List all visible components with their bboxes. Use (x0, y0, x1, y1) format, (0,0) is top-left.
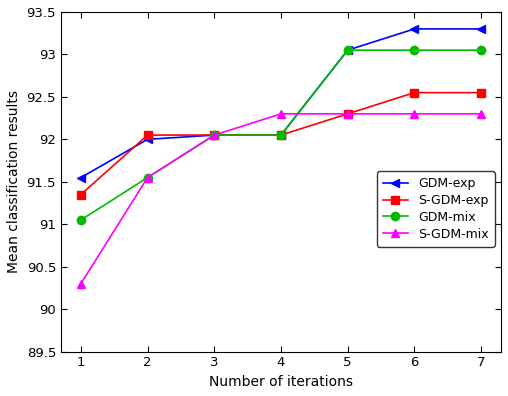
GDM-mix (344, 48, 351, 53)
GDM-exp (411, 27, 418, 31)
GDM-mix (478, 48, 484, 53)
Line: GDM-mix: GDM-mix (77, 46, 485, 224)
X-axis label: Number of iterations: Number of iterations (209, 375, 353, 389)
GDM-mix (144, 175, 150, 180)
Legend: GDM-exp, S-GDM-exp, GDM-mix, S-GDM-mix: GDM-exp, S-GDM-exp, GDM-mix, S-GDM-mix (376, 171, 495, 247)
S-GDM-exp (211, 133, 217, 137)
GDM-exp (478, 27, 484, 31)
S-GDM-mix (411, 112, 418, 116)
S-GDM-exp (478, 90, 484, 95)
GDM-mix (278, 133, 284, 137)
GDM-exp (78, 175, 84, 180)
GDM-mix (78, 218, 84, 223)
S-GDM-exp (411, 90, 418, 95)
Y-axis label: Mean classification results: Mean classification results (7, 90, 21, 273)
S-GDM-mix (211, 133, 217, 137)
S-GDM-mix (144, 175, 150, 180)
GDM-exp (211, 133, 217, 137)
Line: S-GDM-mix: S-GDM-mix (77, 110, 485, 288)
GDM-mix (211, 133, 217, 137)
S-GDM-exp (78, 192, 84, 197)
S-GDM-mix (344, 112, 351, 116)
GDM-exp (278, 133, 284, 137)
GDM-mix (411, 48, 418, 53)
S-GDM-mix (478, 112, 484, 116)
S-GDM-exp (344, 112, 351, 116)
S-GDM-exp (144, 133, 150, 137)
Line: GDM-exp: GDM-exp (77, 25, 485, 182)
GDM-exp (144, 137, 150, 142)
S-GDM-mix (278, 112, 284, 116)
S-GDM-mix (78, 281, 84, 286)
GDM-exp (344, 48, 351, 53)
S-GDM-exp (278, 133, 284, 137)
Line: S-GDM-exp: S-GDM-exp (77, 88, 485, 199)
